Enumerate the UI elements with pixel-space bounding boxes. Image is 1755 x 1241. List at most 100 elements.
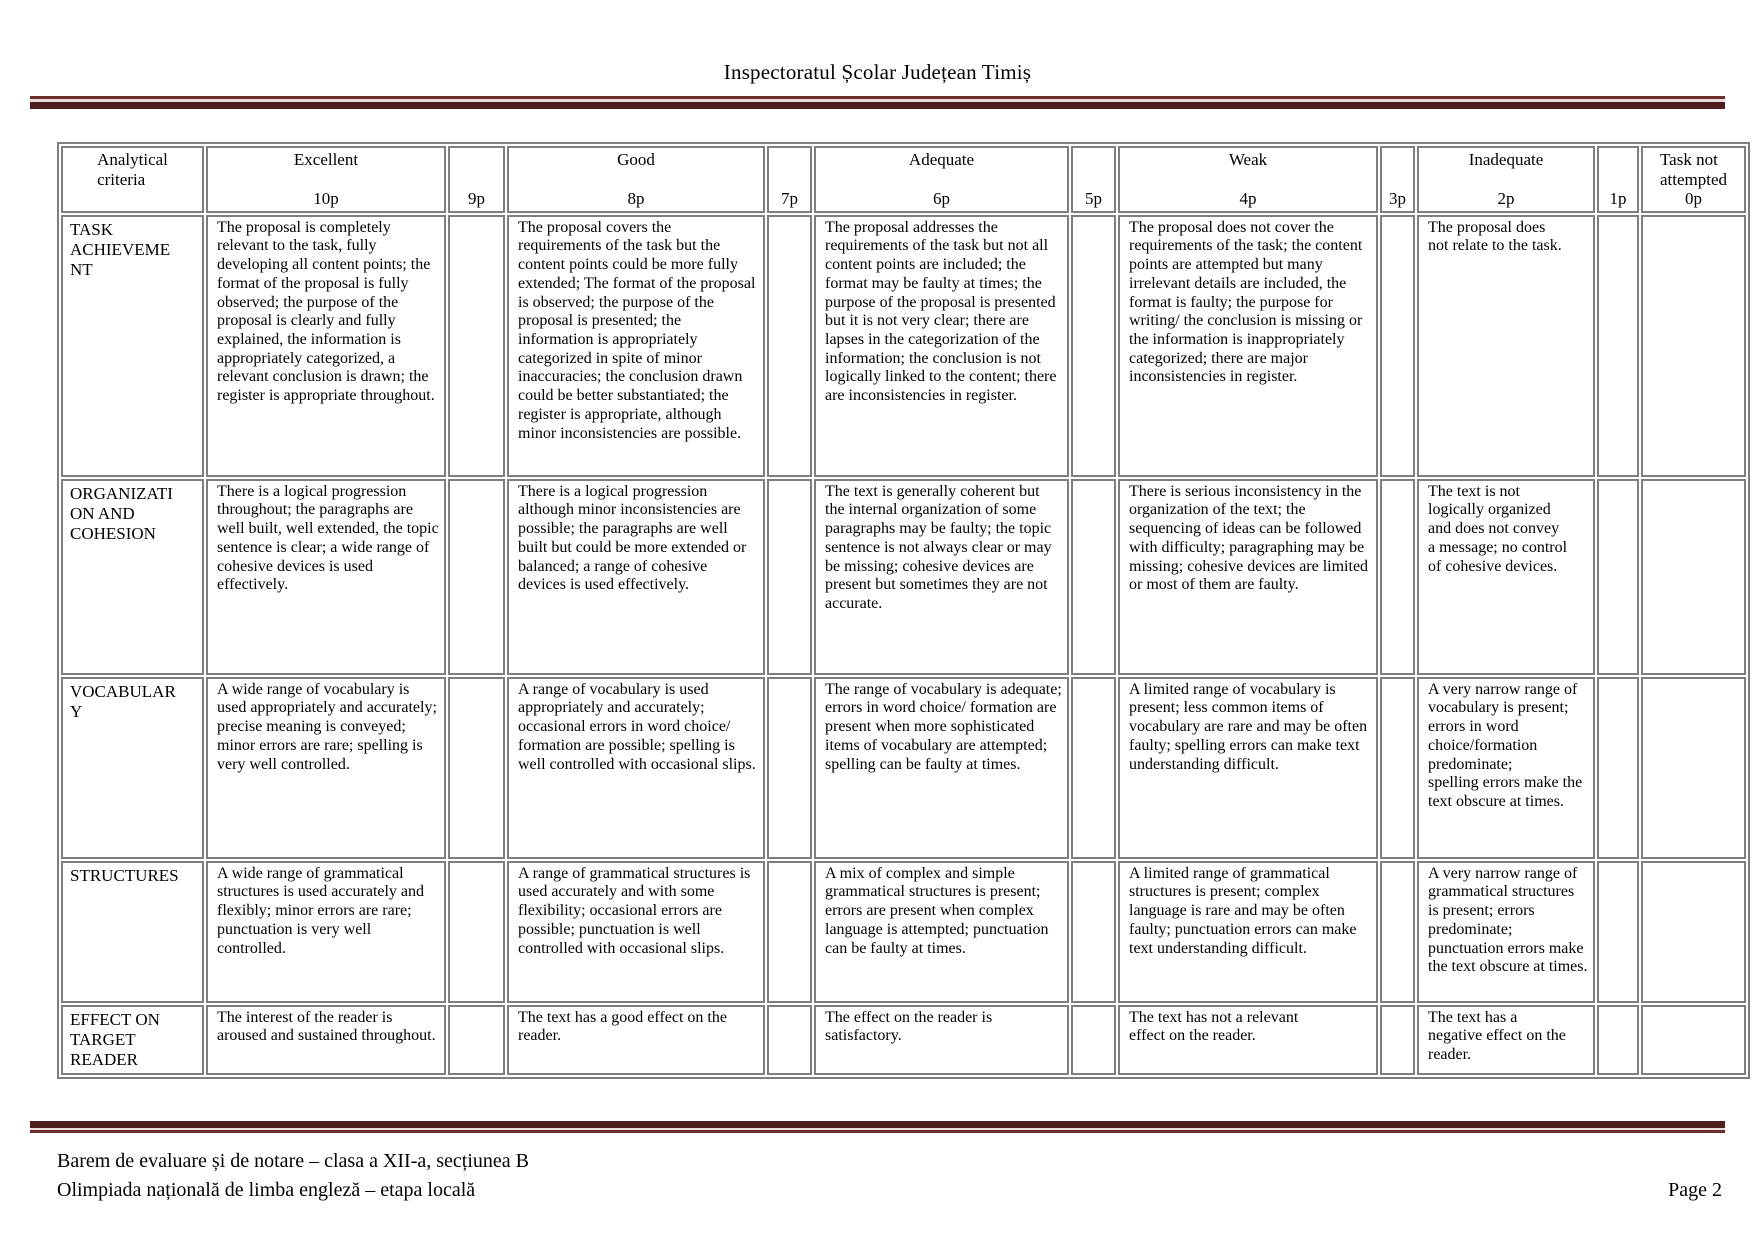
cell-adequate: The text is generally coherent but the i… [814, 478, 1069, 675]
cell-task-not-attempted [1641, 860, 1746, 1003]
cell-weak: A limited range of vocabulary is present… [1118, 676, 1378, 859]
empty-cell [448, 214, 505, 477]
cell-inadequate: The proposal does not relate to the task… [1417, 214, 1595, 477]
empty-cell [1597, 214, 1639, 477]
cell-good: There is a logical progression although … [507, 478, 765, 675]
empty-cell [448, 860, 505, 1003]
col-header-inadequate: Inadequate 2p [1417, 146, 1595, 213]
empty-cell [767, 676, 812, 859]
col-header-weak: Weak 4p [1118, 146, 1378, 213]
cell-weak: The text has not a relevant effect on th… [1118, 1004, 1378, 1075]
cell-weak: There is serious inconsistency in the or… [1118, 478, 1378, 675]
cell-adequate: A mix of complex and simple grammatical … [814, 860, 1069, 1003]
empty-cell [1380, 860, 1415, 1003]
empty-cell [1380, 478, 1415, 675]
col-points: 5p [1085, 189, 1102, 209]
empty-cell [1597, 860, 1639, 1003]
empty-cell [1380, 676, 1415, 859]
col-header-adequate: Adequate 6p [814, 146, 1069, 213]
page-title: Inspectoratul Școlar Județean Timiș [723, 60, 1032, 84]
header-row: Analytical criteria Excellent 10p 9p Good… [61, 146, 1746, 213]
cell-good: A range of grammatical structures is use… [507, 860, 765, 1003]
col-points: 9p [468, 189, 485, 209]
footer-line1: Barem de evaluare și de notare – clasa a… [57, 1149, 529, 1172]
empty-cell [767, 478, 812, 675]
col-points: 0p [1685, 189, 1702, 209]
col-header-excellent: Excellent 10p [206, 146, 446, 213]
cell-good: The proposal covers the requirements of … [507, 214, 765, 477]
cell-inadequate: A very narrow range of vocabulary is pre… [1417, 676, 1595, 859]
rubric-table: Analytical criteria Excellent 10p 9p Good… [57, 142, 1750, 1079]
col-points: 6p [933, 189, 950, 209]
col-header-3p: 3p [1380, 146, 1415, 213]
cell-inadequate: The text is not logically organized and … [1417, 478, 1595, 675]
header-rule [30, 96, 1725, 109]
col-header-7p: 7p [767, 146, 812, 213]
empty-cell [1597, 676, 1639, 859]
empty-cell [1071, 860, 1116, 1003]
cell-inadequate: A very narrow range of grammatical struc… [1417, 860, 1595, 1003]
empty-cell [767, 860, 812, 1003]
empty-cell [1380, 1004, 1415, 1075]
table-row-effect-on-target-reader: EFFECT ON TARGET READER The interest of … [61, 1004, 1746, 1075]
cell-adequate: The effect on the reader is satisfactory… [814, 1004, 1069, 1075]
col-points: 3p [1389, 189, 1406, 209]
cell-good: A range of vocabulary is used appropriat… [507, 676, 765, 859]
cell-task-not-attempted [1641, 214, 1746, 477]
cell-weak: The proposal does not cover the requirem… [1118, 214, 1378, 477]
cell-adequate: The proposal addresses the requirements … [814, 214, 1069, 477]
col-header-5p: 5p [1071, 146, 1116, 213]
page-number: Page 2 [1668, 1178, 1722, 1201]
rubric-table-wrap: Analytical criteria Excellent 10p 9p Good… [57, 142, 1750, 1079]
cell-excellent: The proposal is completely relevant to t… [206, 214, 446, 477]
cell-task-not-attempted [1641, 676, 1746, 859]
table-row-structures: STRUCTURES A wide range of grammatical s… [61, 860, 1746, 1003]
cell-inadequate: The text has a negative effect on the re… [1417, 1004, 1595, 1075]
col-header-9p: 9p [448, 146, 505, 213]
cell-excellent: A wide range of vocabulary is used appro… [206, 676, 446, 859]
cell-adequate: The range of vocabulary is adequate; err… [814, 676, 1069, 859]
footer-line2: Olimpiada națională de limba engleză – e… [57, 1178, 476, 1201]
col-label: Weak [1228, 150, 1268, 169]
empty-cell [1071, 214, 1116, 477]
empty-cell [1380, 214, 1415, 477]
empty-cell [1071, 478, 1116, 675]
criteria-label: ORGANIZATI ON AND COHESION [61, 478, 204, 675]
criteria-label: EFFECT ON TARGET READER [61, 1004, 204, 1075]
col-label: Excellent [293, 150, 359, 169]
empty-cell [1071, 676, 1116, 859]
col-points: 4p [1239, 189, 1257, 209]
criteria-label: STRUCTURES [61, 860, 204, 1003]
col-label: Task not attempted [1659, 150, 1728, 189]
col-label: Analytical criteria [97, 150, 168, 189]
col-label: Good [617, 150, 655, 169]
empty-cell [448, 1004, 505, 1075]
col-header-1p: 1p [1597, 146, 1639, 213]
cell-excellent: The interest of the reader is aroused an… [206, 1004, 446, 1075]
cell-excellent: A wide range of grammatical structures i… [206, 860, 446, 1003]
empty-cell [1597, 1004, 1639, 1075]
col-points: 1p [1609, 189, 1627, 209]
col-header-analytical-criteria: Analytical criteria [61, 146, 204, 213]
cell-task-not-attempted [1641, 478, 1746, 675]
col-header-task-not-attempted: Task not attempted 0p [1641, 146, 1746, 213]
col-points: 8p [627, 189, 645, 209]
empty-cell [767, 1004, 812, 1075]
page-footer: Barem de evaluare și de notare – clasa a… [57, 1147, 1722, 1205]
col-points: 10p [313, 189, 339, 209]
col-points: 7p [781, 189, 798, 209]
empty-cell [767, 214, 812, 477]
footer-rule [30, 1120, 1725, 1133]
table-row-organization-and-cohesion: ORGANIZATI ON AND COHESION There is a lo… [61, 478, 1746, 675]
col-label: Inadequate [1468, 150, 1544, 169]
table-row-task-achievement: TASK ACHIEVEME NT The proposal is comple… [61, 214, 1746, 477]
empty-cell [1597, 478, 1639, 675]
empty-cell [448, 676, 505, 859]
empty-cell [1071, 1004, 1116, 1075]
table-row-vocabulary: VOCABULAR Y A wide range of vocabulary i… [61, 676, 1746, 859]
criteria-label: VOCABULAR Y [61, 676, 204, 859]
cell-task-not-attempted [1641, 1004, 1746, 1075]
col-header-good: Good 8p [507, 146, 765, 213]
col-label: Adequate [908, 150, 975, 169]
